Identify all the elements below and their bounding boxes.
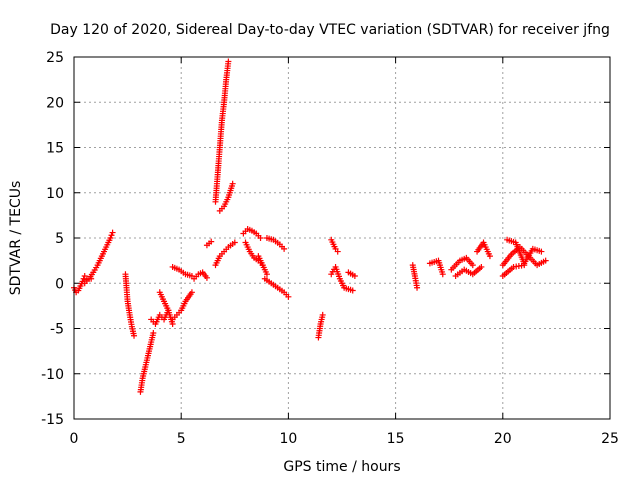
data-point [319, 311, 326, 318]
data-point [107, 235, 114, 241]
series-arc-26 [474, 239, 493, 260]
y-tick-label: 10 [46, 186, 64, 202]
series-arc-6 [156, 289, 176, 327]
data-point [542, 257, 549, 264]
series-arc-27 [452, 263, 485, 280]
x-axis-title: GPS time / hours [283, 459, 400, 475]
x-tick-label: 20 [494, 431, 512, 447]
series-arc-20 [328, 236, 341, 255]
data-point [486, 253, 493, 260]
series-arc-21 [328, 263, 356, 294]
y-tick-label: 25 [46, 50, 64, 66]
series-arc-17 [261, 275, 292, 300]
data-point [285, 293, 292, 300]
data-point [281, 245, 288, 252]
data-point [263, 271, 270, 278]
data-point [229, 180, 236, 187]
series-arc-16 [255, 253, 270, 278]
data-point [225, 58, 232, 65]
data-point [203, 274, 210, 281]
data-point [131, 332, 138, 339]
series-arc-8 [169, 263, 195, 280]
data-point [414, 284, 421, 291]
x-tick-label: 0 [70, 431, 79, 447]
series-arc-25 [448, 254, 476, 273]
y-tick-label: 5 [55, 231, 64, 247]
data-point [231, 239, 238, 246]
data-point [469, 262, 476, 269]
data-point [257, 235, 264, 241]
x-tick-label: 15 [387, 431, 405, 447]
series-arc-10 [203, 238, 215, 249]
x-tick-labels: 0 5 10 15 20 25 [70, 431, 619, 447]
data-point [351, 273, 358, 280]
data-points [71, 58, 549, 395]
series-arc-30 [499, 262, 528, 280]
y-tick-label: 20 [46, 95, 64, 111]
data-point [349, 287, 356, 294]
series-arc-14 [240, 225, 264, 241]
series-arc-3 [122, 271, 138, 339]
plot-frame [73, 56, 611, 420]
data-point [109, 229, 116, 236]
chart-title: Day 120 of 2020, Sidereal Day-to-day VTE… [50, 22, 610, 38]
series-arc-24 [426, 257, 446, 278]
series-arc-11 [212, 239, 238, 269]
y-tick-labels: -15 -10 -5 0 5 10 15 20 25 [41, 50, 64, 428]
series-arc-18 [263, 235, 288, 252]
x-tick-label: 25 [601, 431, 619, 447]
data-point [188, 289, 195, 296]
y-tick-label: 0 [55, 276, 64, 292]
y-tick-label: -10 [41, 367, 64, 383]
data-point [478, 263, 485, 270]
grid-lines [74, 57, 610, 419]
series-arc-19 [315, 311, 326, 341]
series-arc-23 [409, 262, 421, 291]
data-point [80, 275, 87, 282]
series-arc-22 [345, 269, 358, 280]
series-arc-29 [504, 236, 545, 267]
series-arc-7 [169, 289, 195, 323]
x-tick-label: 10 [279, 431, 297, 447]
data-point [439, 271, 446, 278]
series-arc-2 [81, 229, 116, 287]
data-point [521, 262, 528, 269]
y-axis-title: SDTVAR / TECUs [8, 181, 24, 296]
y-tick-label: -5 [50, 322, 64, 338]
data-point [334, 248, 341, 255]
series-arc-12 [212, 58, 232, 205]
series-arc-13 [216, 180, 236, 214]
data-point [538, 248, 545, 255]
series-arc-4 [137, 330, 157, 395]
y-tick-label: 15 [46, 141, 64, 157]
data-point [150, 330, 157, 337]
data-point [81, 273, 88, 280]
data-point [208, 238, 215, 245]
y-tick-label: -15 [41, 412, 64, 428]
series-arc-9 [191, 269, 210, 282]
data-point [108, 232, 115, 239]
x-tick-label: 5 [177, 431, 186, 447]
